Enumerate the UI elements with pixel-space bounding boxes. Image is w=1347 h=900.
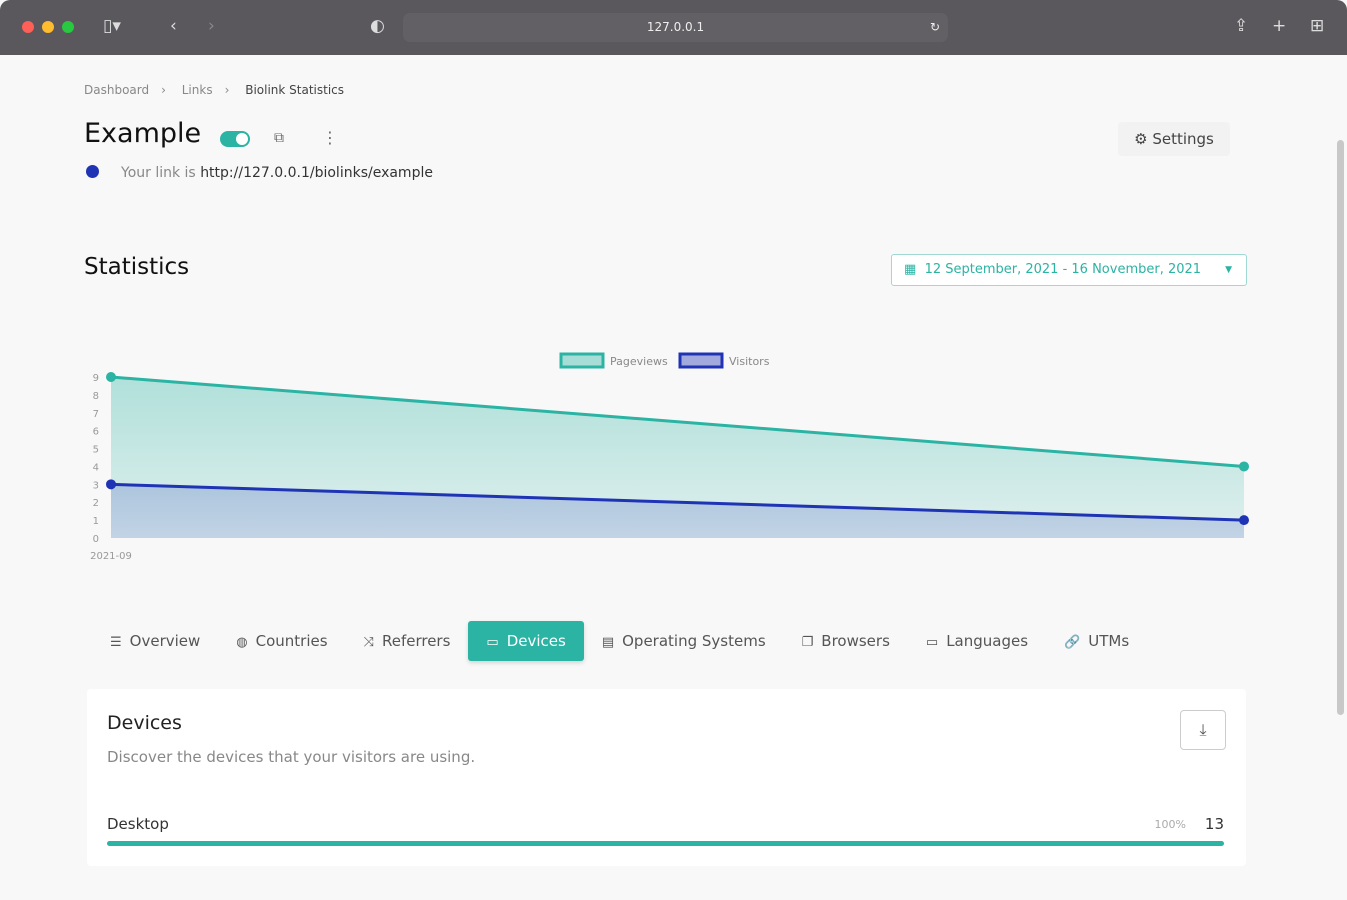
tab-label: Overview: [129, 632, 201, 650]
tab-devices[interactable]: ▭ Devices: [468, 621, 584, 661]
device-count: 13: [1204, 815, 1224, 833]
link-prefix: Your link is: [121, 165, 196, 181]
tab-referrers[interactable]: ⤨ Referrers: [346, 621, 469, 661]
back-icon[interactable]: ‹: [170, 16, 177, 36]
download-icon: ⤓: [1199, 720, 1207, 739]
status-dot: [86, 165, 99, 178]
server-icon: ▤: [601, 635, 615, 650]
close-window-button[interactable]: [22, 21, 34, 33]
series-area-visitors: [111, 484, 1244, 538]
y-tick-label: 6: [93, 427, 99, 438]
tab-countries[interactable]: ◍ Countries: [218, 621, 345, 661]
laptop-icon: ▭: [486, 635, 499, 650]
breadcrumb-links[interactable]: Links: [181, 83, 213, 97]
tab-overview[interactable]: ☰ Overview: [92, 621, 218, 661]
tab-utms[interactable]: 🔗 UTMs: [1046, 621, 1147, 661]
y-tick-label: 4: [93, 462, 99, 473]
y-tick-label: 3: [93, 480, 99, 491]
legend-swatch-visitors: [678, 352, 724, 369]
tab-label: Devices: [506, 632, 566, 650]
tab-label: UTMs: [1088, 632, 1130, 650]
scrollbar[interactable]: [1337, 140, 1344, 715]
tab-label: Referrers: [381, 632, 451, 650]
legend-swatch-pageviews: [559, 352, 605, 369]
data-point-visitors: [1239, 515, 1249, 526]
breadcrumb: Dashboard › Links › Biolink Statistics: [84, 83, 356, 97]
tab-overview-icon[interactable]: ⊞: [1310, 16, 1325, 36]
device-percent: 100%: [1154, 818, 1186, 831]
share-icon[interactable]: ⇪: [1234, 16, 1249, 36]
legend-label-visitors: Visitors: [729, 355, 770, 368]
y-tick-label: 2: [93, 498, 99, 509]
device-label: Desktop: [107, 815, 169, 833]
data-point-pageviews: [1239, 461, 1249, 472]
card-description: Discover the devices that your visitors …: [107, 748, 476, 766]
calendar-icon: ▦: [904, 262, 917, 277]
tab-operating-systems[interactable]: ▤ Operating Systems: [584, 621, 784, 661]
y-tick-label: 8: [93, 391, 99, 402]
reload-icon[interactable]: ↻: [929, 20, 940, 34]
caret-down-icon: ▼: [1225, 265, 1232, 275]
gear-icon: ⚙: [1134, 130, 1148, 148]
enabled-toggle[interactable]: [220, 131, 250, 147]
address-bar[interactable]: 127.0.0.1 ↻: [403, 13, 948, 42]
language-icon: ▭: [925, 635, 939, 650]
tab-label: Browsers: [821, 632, 890, 650]
page-title: Example: [84, 118, 202, 149]
link-info: Your link is http://127.0.0.1/biolinks/e…: [86, 165, 433, 181]
tab-languages[interactable]: ▭ Languages: [908, 621, 1046, 661]
download-button[interactable]: ⤓: [1180, 710, 1226, 750]
settings-label: Settings: [1152, 130, 1214, 148]
breadcrumb-current: Biolink Statistics: [245, 83, 345, 97]
statistics-title: Statistics: [84, 254, 190, 280]
legend-label-pageviews: Pageviews: [610, 355, 668, 368]
link-icon: 🔗: [1064, 635, 1081, 650]
y-tick-label: 1: [93, 516, 99, 527]
tab-label: Operating Systems: [622, 632, 766, 650]
url-text: 127.0.0.1: [646, 20, 705, 34]
data-point-pageviews: [106, 372, 116, 382]
device-progress-track: [107, 841, 1224, 846]
series-line-visitors: [110, 482, 1245, 522]
sidebar-icon[interactable]: ▯▾: [103, 16, 121, 36]
shield-icon[interactable]: ◐: [370, 16, 385, 36]
card-title: Devices: [107, 712, 182, 734]
link-url[interactable]: http://127.0.0.1/biolinks/example: [200, 165, 433, 181]
chevron-right-icon: ›: [161, 83, 166, 97]
shuffle-icon: ⤨: [363, 635, 374, 650]
settings-button[interactable]: ⚙ Settings: [1118, 122, 1230, 156]
x-tick-label: 2021-09: [90, 551, 132, 562]
copy-icon[interactable]: ⧉: [274, 130, 284, 146]
date-range-picker[interactable]: ▦ 12 September, 2021 - 16 November, 2021…: [891, 254, 1247, 286]
more-options-icon[interactable]: ⋮: [322, 128, 338, 147]
statistics-chart: 0 1 2 3 4 5 6 7 8 9 2021-09 Pageviews Visitors: [90, 352, 1249, 562]
minimize-window-button[interactable]: [42, 21, 54, 33]
date-range-text: 12 September, 2021 - 16 November, 2021: [924, 262, 1202, 277]
forward-icon[interactable]: ›: [208, 16, 215, 36]
tab-label: Countries: [255, 632, 328, 650]
globe-icon: ◍: [236, 635, 248, 650]
stats-tabs: ☰ Overview ◍ Countries ⤨ Referrers ▭ Devices ▤ Op…: [92, 621, 1147, 661]
window-icon: ❐: [801, 635, 814, 650]
series-line-pageviews: [110, 375, 1245, 468]
y-tick-label: 5: [93, 445, 99, 456]
list-icon: ☰: [110, 635, 122, 650]
y-tick-label: 0: [93, 534, 99, 545]
tab-label: Languages: [946, 632, 1029, 650]
breadcrumb-dashboard[interactable]: Dashboard: [84, 83, 150, 97]
device-progress-bar: [107, 841, 1224, 846]
y-tick-label: 7: [93, 409, 99, 420]
new-tab-icon[interactable]: +: [1272, 16, 1287, 36]
browser-toolbar: ▯▾ ‹ › ◐ 127.0.0.1 ↻ ⇪ + ⊞: [0, 0, 1347, 55]
maximize-window-button[interactable]: [62, 21, 74, 33]
data-point-visitors: [106, 479, 116, 490]
y-tick-label: 9: [93, 373, 99, 384]
chevron-right-icon: ›: [224, 83, 230, 97]
tab-browsers[interactable]: ❐ Browsers: [784, 621, 908, 661]
devices-card: Devices Discover the devices that your v…: [87, 689, 1246, 866]
